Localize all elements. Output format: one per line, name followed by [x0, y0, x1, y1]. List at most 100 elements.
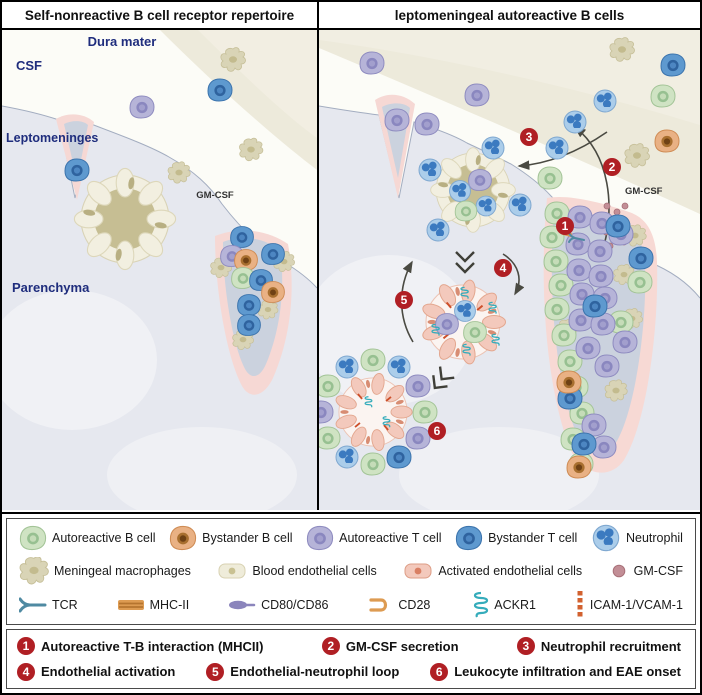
legend-label: ICAM-1/VCAM-1 [589, 597, 683, 612]
dura-highlight [319, 30, 700, 125]
step-1-badge: 1 [17, 637, 35, 656]
svg-text:3: 3 [526, 130, 533, 144]
bystander-t-cell [207, 78, 233, 102]
autoreactive-t-cell [129, 95, 155, 119]
legend-label: GM-CSF [633, 563, 683, 578]
svg-text:1: 1 [562, 219, 569, 233]
meningeal-pocket [64, 121, 88, 180]
bystander-b-cell [261, 281, 285, 303]
gm-csf-secretion-arrow [573, 126, 610, 257]
title-bar: Self-nonreactive B cell receptor reperto… [2, 2, 700, 30]
autoreactive-b-cell [454, 200, 478, 222]
blood-endothelial-icon [218, 563, 246, 578]
legend-item-bystander-t-cell: Bystander T cell [455, 525, 577, 551]
legend-label: Autoreactive T cell [339, 530, 442, 545]
autoreactive-b-cell [360, 452, 386, 476]
left-panel-diagram: Dura mater CSF Leptomeninges Parenchyma … [2, 30, 319, 510]
legend-label: Bystander T cell [488, 530, 578, 545]
step-2-label: GM-CSF secretion [345, 638, 459, 654]
autoreactive-t-cell [405, 374, 431, 398]
blood-vessel [73, 167, 177, 271]
bystander-b-cell [654, 129, 680, 153]
gm-csf-label: GM-CSF [196, 190, 234, 201]
legend-label: CD28 [398, 597, 431, 612]
legend-label: TCR [52, 597, 78, 612]
step-1-label: Autoreactive T-B interaction (MHCII) [41, 638, 264, 654]
legend-label: MHC-II [149, 597, 190, 612]
icam-vcam-icon [577, 590, 583, 616]
neutrophil [335, 445, 359, 469]
diagram-panels: Dura mater CSF Leptomeninges Parenchyma … [2, 30, 700, 514]
neutrophil [449, 180, 471, 202]
gm-csf-icon [612, 564, 625, 577]
legend-label: ACKR1 [494, 597, 536, 612]
neutrophil [387, 355, 411, 379]
neutrophil [563, 110, 587, 134]
parenchyma-label: Parenchyma [12, 280, 90, 295]
step-3-label: Neutrophil recruitment [540, 638, 681, 654]
parenchyma-texture [399, 427, 599, 510]
autoreactive-t-cell [464, 83, 490, 107]
neutrophil [545, 136, 569, 160]
step-5-label: Endothelial-neutrophil loop [230, 664, 400, 680]
autoreactive-b-cell [319, 374, 341, 398]
neutrophil [481, 136, 505, 160]
legend-label: Bystander B cell [202, 530, 293, 545]
legend-item-cd28: CD28 [367, 597, 430, 613]
steps-row-2: 4 Endothelial activation 5 Endothelial-n… [7, 662, 695, 681]
steps-row-1: 1 Autoreactive T-B interaction (MHCII) 2… [7, 637, 695, 656]
autoreactive-t-cell-icon [307, 525, 334, 550]
step-1: 1 Autoreactive T-B interaction (MHCII) [17, 637, 264, 656]
legend-label: Autoreactive B cell [52, 530, 156, 545]
legend-item-bystander-b-cell: Bystander B cell [169, 525, 293, 551]
bystander-t-cell [660, 53, 686, 77]
legend-label: Neutrophil [625, 530, 683, 545]
neutrophil [335, 355, 359, 379]
step-2-marker: 2 [603, 158, 621, 176]
legend-item-autoreactive-b-cell: Autoreactive B cell [19, 525, 156, 551]
step-5-badge: 5 [206, 662, 225, 681]
step-4-badge: 4 [17, 662, 35, 681]
legend-item-autoreactive-t-cell: Autoreactive T cell [306, 525, 442, 551]
ackr1-icon [474, 591, 489, 617]
csf-label: CSF [16, 58, 42, 73]
svg-text:5: 5 [401, 293, 408, 307]
autoreactive-t-cell [359, 51, 385, 75]
legend-label: Activated endothelial cells [438, 563, 583, 578]
legend-label: Blood endothelial cells [252, 563, 377, 578]
neutrophil [508, 193, 532, 217]
activated-endothelial-icon [404, 563, 432, 578]
legend-label: CD80/CD86 [261, 597, 329, 612]
step-5-marker: 5 [395, 291, 413, 309]
parenchyma-texture [107, 427, 297, 510]
autoreactive-b-cell [463, 321, 487, 343]
svg-text:4: 4 [500, 261, 507, 275]
autoreactive-b-cell [650, 84, 676, 108]
step-3-badge: 3 [516, 637, 535, 656]
bystander-t-cell [386, 445, 412, 469]
autoreactive-t-cell [405, 426, 431, 450]
step-2: 2 GM-CSF secretion [321, 637, 459, 656]
legend-row-cells: Autoreactive B cell Bystander B cell Aut… [7, 520, 695, 555]
legend-item-activated-endothelial-cells: Activated endothelial cells [403, 561, 582, 581]
autoreactive-b-cell [537, 166, 563, 190]
legend-item-mhc-ii: MHC-II [117, 597, 190, 612]
dura-mater-label: Dura mater [88, 34, 157, 49]
endothelial-activation-arrow [502, 253, 525, 296]
neutrophil [593, 89, 617, 113]
right-panel-diagram: 1 2 3 4 5 6 GM-CSF [319, 30, 700, 510]
neutrophil-icon [592, 524, 620, 551]
bystander-t-cell [64, 158, 90, 182]
step-6-label: Leukocyte infiltration and EAE onset [454, 664, 681, 680]
blood-vessel [430, 147, 516, 233]
legend-item-neutrophil: Neutrophil [591, 524, 683, 552]
step-5: 5 Endothelial-neutrophil loop [206, 662, 400, 681]
legend-item-cd80-cd86: CD80/CD86 [228, 598, 328, 612]
autoreactive-t-cell [414, 112, 440, 136]
bystander-t-cell [237, 314, 261, 336]
legend-row-molecules: TCR MHC-II CD80/CD86 CD28 [7, 586, 695, 623]
neutrophil [454, 300, 476, 322]
svg-text:2: 2 [609, 160, 616, 174]
gm-csf-label: GM-CSF [625, 186, 663, 197]
